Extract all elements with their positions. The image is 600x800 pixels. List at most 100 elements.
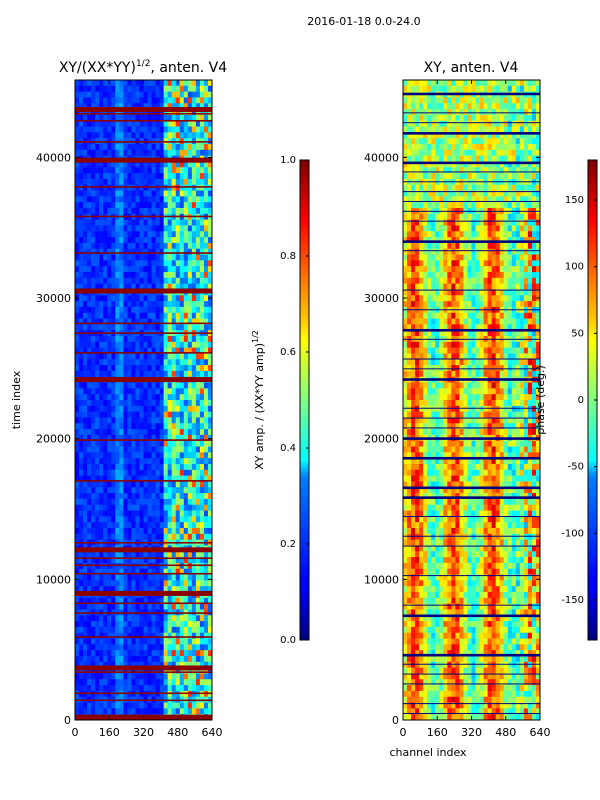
amplitude-cell bbox=[115, 336, 120, 343]
phase-cell bbox=[503, 213, 509, 221]
phase-cell bbox=[443, 161, 448, 168]
phase-cell bbox=[419, 132, 424, 139]
amplitude-cell bbox=[79, 673, 84, 680]
amplitude-cell bbox=[131, 266, 136, 273]
amplitude-cell bbox=[159, 347, 165, 354]
phase-cell bbox=[455, 109, 460, 116]
amplitude-cell bbox=[135, 528, 140, 535]
amplitude-cell bbox=[139, 149, 144, 157]
amplitude-cell bbox=[151, 283, 156, 290]
amplitude-cell bbox=[155, 312, 161, 319]
phase-cell bbox=[423, 173, 428, 180]
amplitude-cell bbox=[155, 109, 161, 116]
amplitude-cell bbox=[91, 359, 96, 366]
amplitude-cell bbox=[139, 405, 144, 413]
amplitude-cell bbox=[139, 114, 144, 122]
amplitude-cell bbox=[195, 85, 201, 93]
amplitude-cell bbox=[143, 132, 148, 139]
phase-cell bbox=[427, 231, 432, 238]
amplitude-cell bbox=[151, 411, 156, 418]
amplitude-cell bbox=[179, 272, 185, 279]
amplitude-cell bbox=[167, 237, 173, 244]
phase-cell bbox=[531, 272, 537, 279]
amplitude-cell bbox=[143, 621, 148, 628]
amplitude-cell bbox=[183, 341, 189, 349]
amplitude-cell bbox=[131, 475, 136, 482]
amplitude-cell bbox=[135, 277, 140, 285]
amplitude-cell bbox=[199, 184, 205, 191]
amplitude-cell bbox=[143, 283, 148, 290]
amplitude-cell bbox=[111, 202, 116, 209]
phase-cell bbox=[535, 184, 541, 191]
amplitude-cell bbox=[103, 167, 108, 174]
phase-cell bbox=[415, 167, 420, 174]
amplitude-cell bbox=[79, 312, 84, 319]
amplitude-cell bbox=[127, 109, 132, 116]
amplitude-cell bbox=[87, 149, 92, 157]
amplitude-cell bbox=[83, 103, 88, 110]
amplitude-cell bbox=[135, 400, 140, 407]
amplitude-cell bbox=[131, 528, 136, 535]
colorbar-tick-label: 0.0 bbox=[280, 635, 296, 646]
amplitude-cell bbox=[107, 336, 112, 343]
amplitude-cell bbox=[175, 469, 181, 477]
amplitude-cell bbox=[119, 208, 124, 215]
amplitude-cell bbox=[91, 272, 96, 279]
amplitude-cell bbox=[115, 644, 120, 651]
amplitude-cell bbox=[127, 528, 132, 535]
amplitude-cell bbox=[99, 161, 104, 168]
amplitude-cell bbox=[135, 184, 140, 191]
amplitude-cell bbox=[163, 225, 169, 232]
phase-cell bbox=[507, 120, 513, 127]
amplitude-cell bbox=[127, 190, 132, 197]
amplitude-cell bbox=[83, 295, 88, 302]
phase-cell bbox=[443, 109, 448, 116]
amplitude-cell bbox=[207, 260, 213, 267]
amplitude-cell bbox=[163, 254, 169, 261]
amplitude-cell bbox=[187, 440, 193, 447]
phase-cell bbox=[423, 120, 428, 127]
amplitude-cell bbox=[139, 283, 144, 290]
amplitude-cell bbox=[99, 341, 104, 349]
amplitude-cell bbox=[151, 370, 156, 378]
amplitude-cell bbox=[143, 504, 148, 511]
phase-cell bbox=[467, 161, 472, 168]
amplitude-stripe bbox=[75, 541, 212, 544]
amplitude-cell bbox=[143, 353, 148, 360]
amplitude-cell bbox=[187, 237, 193, 244]
x-tick-label: 640 bbox=[202, 726, 223, 739]
amplitude-cell bbox=[183, 434, 189, 442]
phase-cell bbox=[439, 237, 444, 244]
phase-cell bbox=[499, 242, 505, 250]
amplitude-cell bbox=[99, 679, 104, 686]
amplitude-cell bbox=[119, 586, 124, 593]
amplitude-cell bbox=[115, 417, 120, 424]
phase-cell bbox=[451, 103, 456, 110]
amplitude-cell bbox=[199, 242, 205, 250]
phase-cell bbox=[403, 266, 408, 273]
amplitude-cell bbox=[171, 91, 177, 98]
amplitude-cell bbox=[195, 208, 201, 215]
amplitude-cell bbox=[99, 551, 104, 558]
phase-cell bbox=[455, 80, 460, 87]
amplitude-cell bbox=[159, 493, 165, 500]
phase-cell bbox=[415, 144, 420, 151]
amplitude-cell bbox=[195, 615, 201, 622]
phase-cell bbox=[491, 161, 497, 168]
phase-cell bbox=[495, 266, 501, 273]
amplitude-cell bbox=[151, 440, 156, 447]
amplitude-cell bbox=[183, 167, 189, 174]
amplitude-cell bbox=[195, 603, 201, 610]
amplitude-cell bbox=[95, 242, 100, 250]
amplitude-cell bbox=[111, 254, 116, 261]
amplitude-cell bbox=[83, 522, 88, 529]
amplitude-cell bbox=[199, 394, 205, 401]
amplitude-cell bbox=[143, 254, 148, 261]
phase-cell bbox=[511, 272, 517, 279]
phase-cell bbox=[459, 272, 464, 279]
phase-cell bbox=[523, 196, 529, 203]
phase-cell bbox=[531, 225, 537, 232]
amplitude-cell bbox=[79, 498, 84, 506]
amplitude-cell bbox=[147, 661, 152, 669]
amplitude-cell bbox=[191, 242, 197, 250]
